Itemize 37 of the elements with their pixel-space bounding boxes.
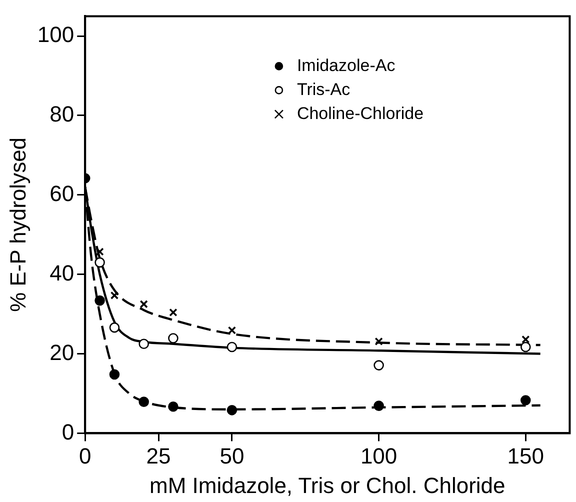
x-axis-title: mM Imidazole, Tris or Chol. Chloride xyxy=(150,472,506,498)
x-tick-label: 25 xyxy=(146,443,171,468)
legend-label: Choline-Chloride xyxy=(296,104,424,123)
point xyxy=(520,395,531,406)
y-tick-label: 80 xyxy=(50,102,74,127)
point xyxy=(520,342,531,352)
y-tick-label: 0 xyxy=(62,419,74,444)
point xyxy=(96,248,104,256)
point xyxy=(226,405,238,416)
x-tick-label: 150 xyxy=(507,443,544,468)
point xyxy=(168,401,178,412)
legend-label: Imidazole-Ac xyxy=(296,56,396,75)
point xyxy=(374,360,384,370)
point xyxy=(110,291,119,300)
point xyxy=(522,335,530,344)
point xyxy=(94,257,105,268)
point xyxy=(109,322,120,333)
point xyxy=(109,369,120,380)
x-tick-label: 50 xyxy=(220,443,244,468)
x-tick-label: 0 xyxy=(78,443,92,468)
point xyxy=(374,400,384,411)
point xyxy=(140,300,148,308)
point xyxy=(228,326,236,334)
point xyxy=(138,338,149,349)
y-tick-label: 60 xyxy=(50,180,74,206)
y-axis-title: % E-P hydrolysed xyxy=(5,137,30,312)
y-tick-label: 100 xyxy=(37,22,74,48)
point xyxy=(169,308,178,317)
y-tick-label: 20 xyxy=(50,340,74,365)
point xyxy=(226,342,238,352)
x-tick-label: 100 xyxy=(360,443,398,468)
point xyxy=(374,337,383,346)
point xyxy=(94,295,105,306)
point xyxy=(138,396,149,407)
point xyxy=(168,333,178,344)
y-tick-label: 40 xyxy=(50,260,74,286)
legend-label: Tris-Ac xyxy=(296,80,351,99)
